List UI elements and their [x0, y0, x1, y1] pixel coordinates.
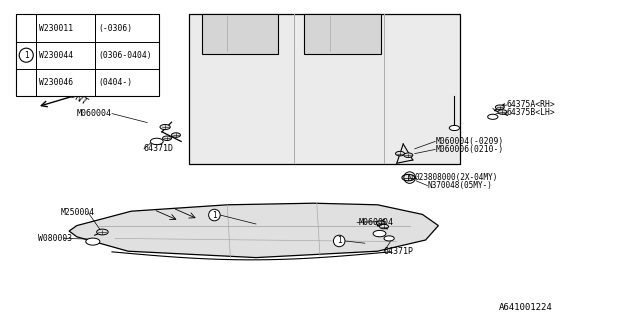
Circle shape — [498, 110, 507, 114]
Circle shape — [86, 238, 100, 245]
Circle shape — [396, 151, 404, 156]
Circle shape — [402, 174, 415, 181]
Text: (0404-): (0404-) — [98, 78, 132, 87]
Polygon shape — [304, 14, 381, 54]
Circle shape — [172, 133, 180, 137]
Text: M250004: M250004 — [61, 208, 95, 217]
Circle shape — [488, 114, 498, 119]
Text: 64375A<RH>: 64375A<RH> — [507, 100, 556, 109]
Text: 1: 1 — [212, 211, 217, 220]
Text: M060004(-0209): M060004(-0209) — [435, 137, 504, 146]
Circle shape — [449, 125, 460, 131]
Bar — [16, 14, 159, 96]
Text: W230046: W230046 — [39, 78, 73, 87]
Circle shape — [373, 230, 386, 237]
Text: 64375B<LH>: 64375B<LH> — [507, 108, 556, 117]
Text: (-0306): (-0306) — [98, 23, 132, 33]
Circle shape — [97, 229, 108, 235]
Text: 64371D: 64371D — [144, 144, 174, 153]
Circle shape — [404, 153, 413, 157]
Circle shape — [150, 138, 163, 145]
Text: W080003: W080003 — [38, 234, 72, 243]
Text: 023808000(2X-04MY): 023808000(2X-04MY) — [415, 173, 498, 182]
Text: (0306-0404): (0306-0404) — [98, 51, 152, 60]
Text: A641001224: A641001224 — [499, 303, 553, 312]
Text: W230044: W230044 — [39, 51, 73, 60]
Circle shape — [163, 136, 172, 140]
Circle shape — [376, 221, 385, 225]
Text: N370048(05MY-): N370048(05MY-) — [428, 181, 492, 190]
Polygon shape — [202, 14, 278, 54]
Text: M060006(0210-): M060006(0210-) — [435, 145, 504, 154]
Text: 64371P: 64371P — [384, 247, 414, 256]
Circle shape — [384, 236, 394, 241]
Text: M060004: M060004 — [77, 109, 112, 118]
Text: 1: 1 — [337, 236, 342, 245]
Text: FRONT: FRONT — [58, 85, 90, 107]
Circle shape — [495, 105, 504, 109]
Polygon shape — [189, 14, 460, 164]
Ellipse shape — [333, 235, 345, 247]
Text: 1: 1 — [24, 51, 29, 60]
Circle shape — [380, 224, 388, 229]
Circle shape — [160, 124, 170, 130]
Polygon shape — [69, 203, 438, 258]
Text: N: N — [407, 175, 412, 180]
Text: W230011: W230011 — [39, 23, 73, 33]
Text: M060004: M060004 — [358, 218, 394, 227]
Ellipse shape — [209, 209, 220, 221]
